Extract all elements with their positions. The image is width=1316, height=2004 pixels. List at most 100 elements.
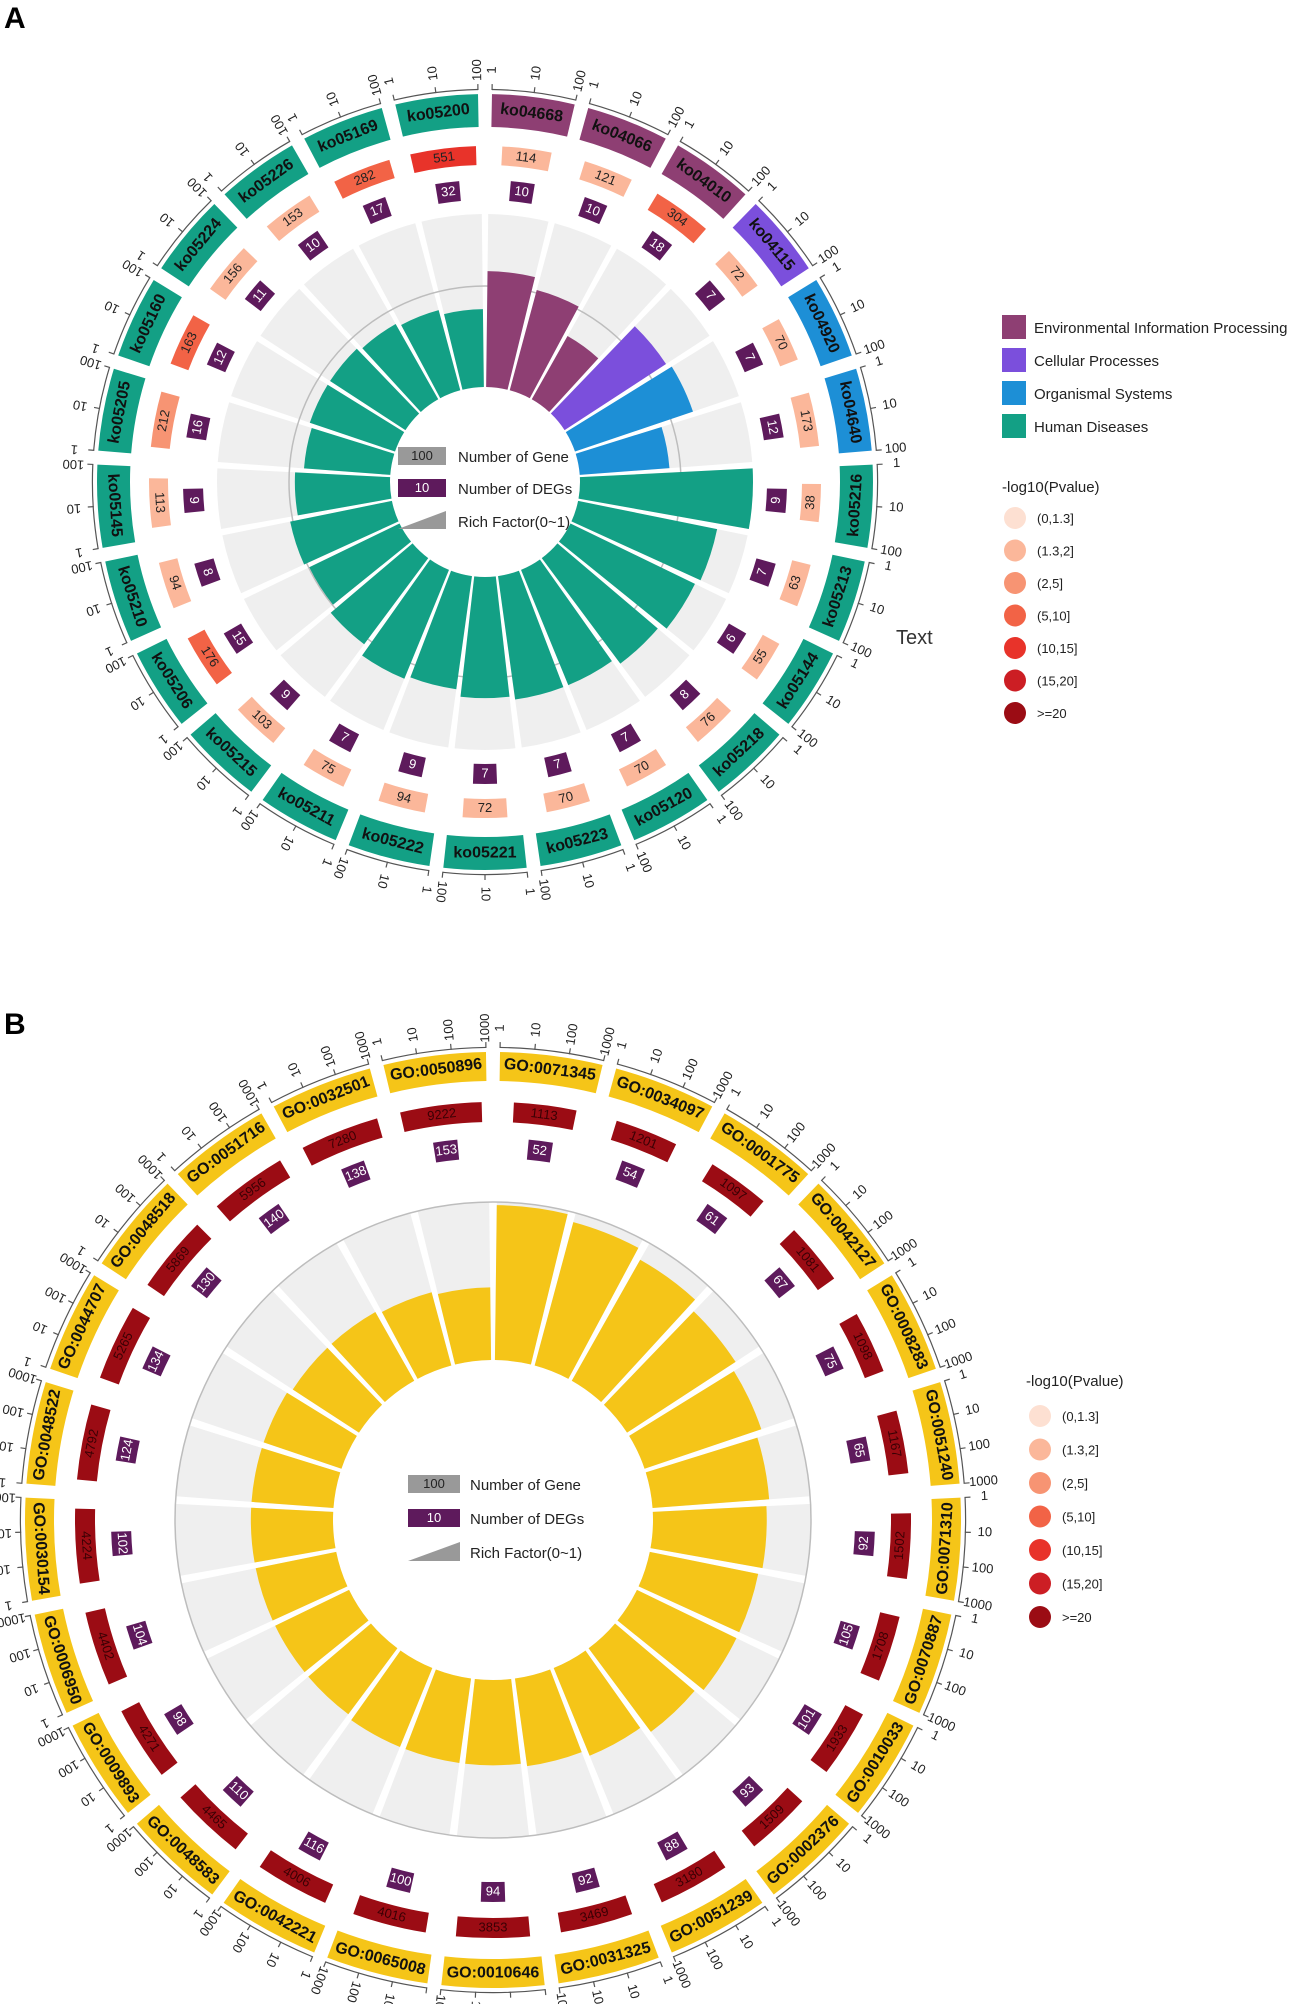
gene-number-bar <box>839 1314 884 1379</box>
tick-axis-line <box>819 277 857 355</box>
tick-label: 1 <box>4 1598 14 1614</box>
gene-number-bar <box>501 146 552 172</box>
pvalue-legend-dot <box>1004 604 1026 627</box>
pvalue-legend-label: (0,1.3] <box>1062 1409 1099 1424</box>
deg-box <box>115 1436 140 1464</box>
gene-number-bar <box>259 1850 334 1903</box>
tick-label: 100 <box>344 1979 365 2004</box>
stray-text-label: Text <box>896 627 933 649</box>
deg-box <box>641 230 673 261</box>
pvalue-legend-dot <box>1029 1438 1051 1461</box>
tick-mark <box>791 725 797 731</box>
rich-factor-bar <box>629 1371 762 1469</box>
tick-mark <box>713 1097 718 1104</box>
tick-mark <box>244 794 250 801</box>
tick-mark <box>588 98 592 105</box>
circos-plot-a: 1 10 1001101001101001101001101001101001101… <box>62 59 907 903</box>
deg-number-label: 12 <box>210 347 230 366</box>
tick-label: 1 <box>585 79 601 90</box>
tick-label: 1000 <box>0 1610 27 1631</box>
gene-number-bar <box>860 1612 900 1681</box>
deg-number-label: 7 <box>481 765 488 780</box>
tick-label: 100 <box>703 1946 726 1972</box>
tick-mark <box>135 1201 142 1207</box>
gene-number-bar <box>887 1513 911 1580</box>
gene-number-label: 4224 <box>78 1531 95 1561</box>
tick-mark <box>212 767 218 773</box>
rich-factor-bar <box>509 290 579 399</box>
rich-factor-wedge <box>398 511 446 529</box>
term-segment <box>443 834 527 870</box>
pvalue-legend-dot <box>1029 1505 1051 1528</box>
tick-mark <box>887 1257 894 1262</box>
deg-number-label: 105 <box>835 1622 856 1647</box>
tick-mark <box>755 1122 761 1129</box>
tick-axis-line <box>442 871 528 876</box>
deg-number-label: 18 <box>647 235 668 256</box>
legend-swatch-environmental <box>1002 315 1026 339</box>
tick-mark <box>385 861 389 868</box>
deg-number-label: 54 <box>621 1163 640 1182</box>
deg-box <box>833 1620 860 1650</box>
deg-box <box>694 280 726 312</box>
legend-label-cellular: Cellular Processes <box>1034 353 1159 370</box>
term-label: ko05145 <box>104 473 125 537</box>
gene-number-bar <box>99 1307 151 1385</box>
term-segment <box>608 1068 713 1133</box>
deg-box <box>258 1203 290 1235</box>
tick-mark <box>635 843 639 850</box>
tick-axis-line <box>791 655 838 728</box>
tick-label: 10 <box>157 210 178 231</box>
pvalue-legend-dot <box>1004 702 1026 724</box>
tick-mark <box>344 848 348 855</box>
tick-mark <box>946 1648 953 1652</box>
gene-number-label: 1502 <box>891 1531 908 1561</box>
term-segment <box>383 1052 487 1094</box>
deg-number-label: 9 <box>768 496 783 504</box>
tick-axis-line <box>440 1989 546 1994</box>
tick-label: 100 <box>804 1877 830 1903</box>
tick-label: 10 <box>737 1932 757 1952</box>
term-label: GO:0071310 <box>934 1502 957 1595</box>
tick-mark <box>127 654 134 659</box>
tick-mark <box>764 1905 769 1912</box>
tick-label: 10 <box>22 1681 41 1700</box>
tick-label: 100 <box>1 1401 26 1420</box>
term-segment <box>98 368 146 454</box>
tick-mark <box>659 1961 663 1968</box>
rich-factor-bar <box>362 559 449 679</box>
term-segment <box>34 1608 94 1713</box>
gene-number-bar <box>378 782 429 813</box>
tick-mark <box>786 227 793 233</box>
tick-label: 10 <box>756 1101 777 1121</box>
tick-mark <box>802 1875 808 1881</box>
tick-mark <box>68 1300 74 1304</box>
rich-factor-bar <box>331 1311 415 1403</box>
tick-label: 10 <box>868 599 886 618</box>
tick-mark <box>859 365 866 369</box>
deg-box <box>186 413 211 441</box>
tick-mark <box>955 1614 962 1618</box>
tick-mark <box>425 1987 428 1994</box>
deg-number-label: 153 <box>435 1141 458 1159</box>
rich-factor-bar <box>351 1650 433 1747</box>
gene-number-label: 94 <box>166 573 185 591</box>
gene-number-bar <box>557 1895 633 1933</box>
gene-number-label: 9222 <box>426 1105 457 1124</box>
tick-mark <box>616 1058 620 1065</box>
tick-mark <box>144 274 151 279</box>
rich-factor-bar <box>444 309 484 390</box>
tick-mark <box>152 1851 158 1857</box>
rich-factor-bar <box>550 326 667 431</box>
deg-box <box>815 1346 844 1377</box>
tick-axis-line <box>325 1961 427 1989</box>
deg-number-label: 140 <box>261 1206 287 1231</box>
rich-factor-bar <box>263 1392 357 1469</box>
deg-number-label: 98 <box>170 1709 190 1729</box>
deg-box <box>480 1881 506 1902</box>
